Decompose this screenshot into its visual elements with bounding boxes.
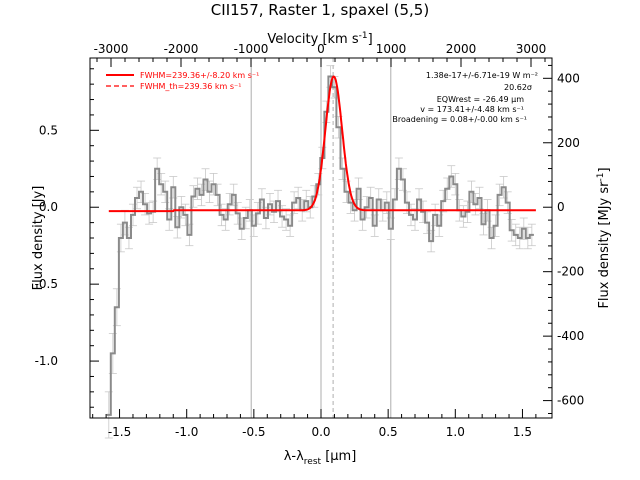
- x2-tick-label: -3000: [94, 42, 129, 56]
- x-tick-label: -1.5: [108, 425, 131, 439]
- x2-tick-label: -2000: [164, 42, 199, 56]
- y2-tick-label: -400: [557, 329, 584, 343]
- x2-tick-label: -1000: [234, 42, 269, 56]
- x2-axis-label: Velocity [km s-1]: [267, 31, 372, 47]
- y-tick-label: 0.0: [39, 200, 58, 214]
- x2-tick-label: 0: [317, 42, 325, 56]
- x2-tick-label: 3000: [516, 42, 547, 56]
- data-spectrum-line: [106, 75, 534, 416]
- x-tick-label: 0.5: [379, 425, 398, 439]
- y2-axis-label: Flux density [MJy sr-1]: [596, 167, 612, 308]
- legend: FWHM=239.36+/-8.20 km s⁻¹ FWHM_th=239.36…: [106, 71, 259, 91]
- x-tick-label: 1.0: [446, 425, 465, 439]
- y2-tick-label: -600: [557, 394, 584, 408]
- x-tick-label: 1.5: [513, 425, 532, 439]
- chart-title: CII157, Raster 1, spaxel (5,5): [211, 1, 429, 19]
- annotation-broadening: Broadening = 0.08+/-0.00 km s⁻¹: [392, 115, 527, 124]
- y-tick-label: -0.5: [35, 277, 58, 291]
- y-tick-label: 0.5: [39, 123, 58, 137]
- fit-line: [108, 75, 536, 213]
- x-tick-label: -1.0: [175, 425, 198, 439]
- y-tick-label: -1.0: [35, 354, 58, 368]
- y2-tick-label: 0: [557, 200, 565, 214]
- legend-fwhm-th-label: FWHM_th=239.36 km s⁻¹: [140, 82, 241, 91]
- annotation-eqw: EQWrest = -26.49 μm: [437, 95, 524, 104]
- annotation-velocity: v = 173.41+/-4.48 km s⁻¹: [420, 105, 524, 114]
- plot-area: -1.5 -1.0 -0.5 0.0 0.5 1.0 1.5-3000 -2000 -1000 0…: [35, 42, 585, 439]
- annotation-snr: 20.62σ: [504, 83, 532, 92]
- y2-tick-label: 400: [557, 71, 580, 85]
- fit-annotations: 1.38e-17+/-6.71e-19 W m⁻² 20.62σ EQWrest…: [392, 71, 538, 124]
- x-tick-label: -0.5: [242, 425, 265, 439]
- x-axis-label: λ-λrest [μm]: [284, 449, 357, 467]
- y2-tick-label: 200: [557, 136, 580, 150]
- y2-tick-label: -200: [557, 265, 584, 279]
- x2-tick-label: 2000: [446, 42, 477, 56]
- legend-fwhm-label: FWHM=239.36+/-8.20 km s⁻¹: [140, 71, 259, 80]
- x-tick-label: 0.0: [311, 425, 330, 439]
- x2-tick-label: 1000: [376, 42, 407, 56]
- y-axis-label: Flux density [Jy]: [31, 186, 46, 291]
- annotation-flux: 1.38e-17+/-6.71e-19 W m⁻²: [426, 71, 538, 80]
